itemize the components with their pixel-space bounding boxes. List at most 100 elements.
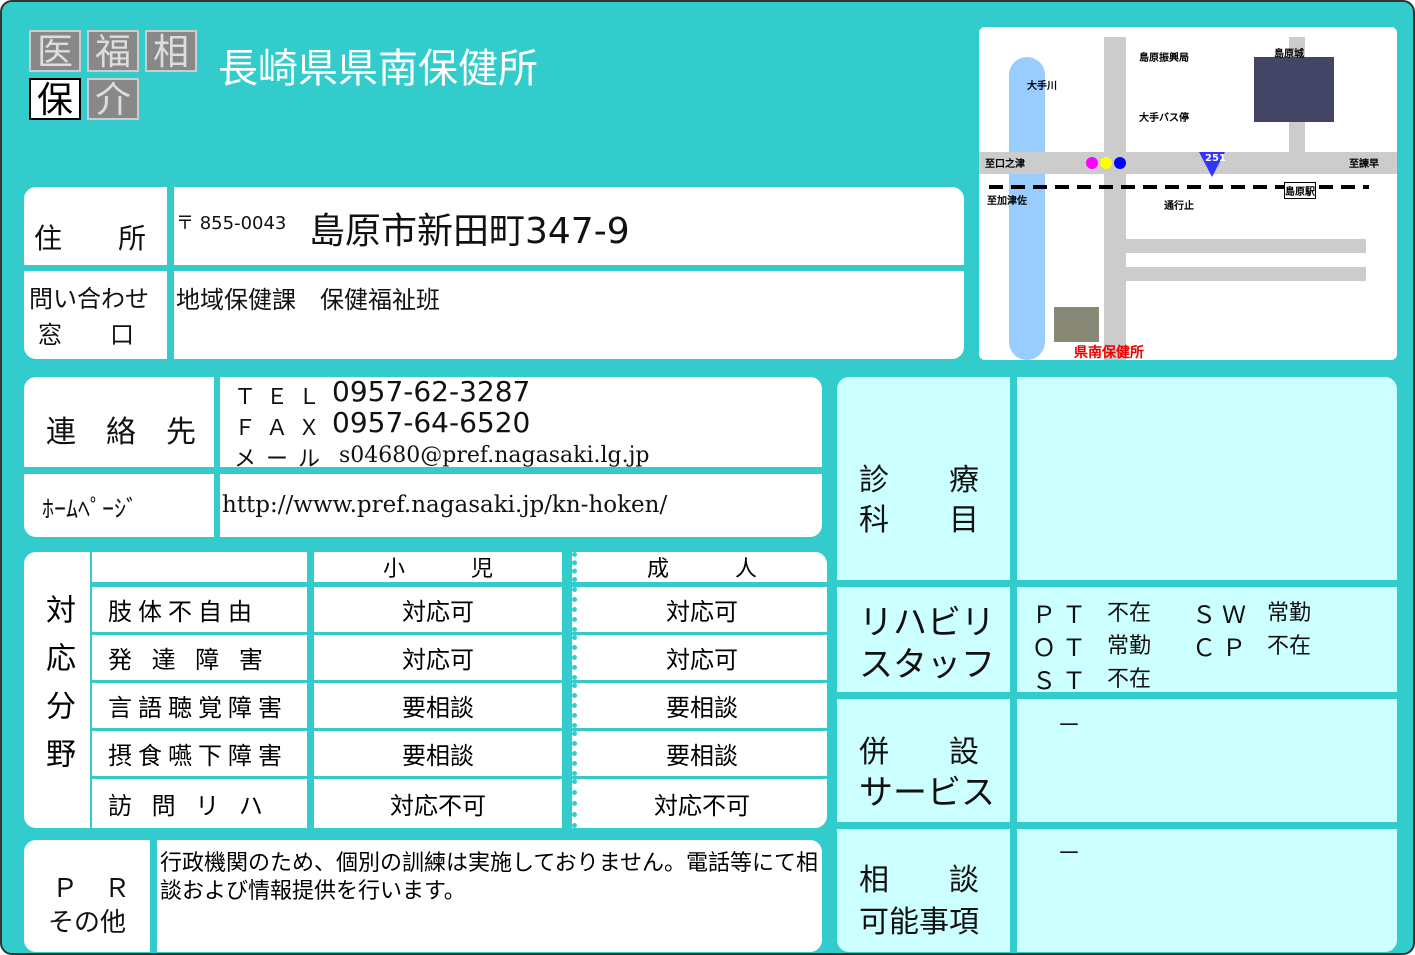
- map-label: 大手川: [1027, 81, 1057, 92]
- divider: [214, 377, 220, 537]
- building: [1054, 307, 1099, 342]
- departments-label: 科 目: [859, 503, 979, 538]
- map-label: 至口之津: [985, 159, 1025, 170]
- signal: [1114, 157, 1126, 169]
- staff-status: 常勤: [1107, 634, 1152, 659]
- map-label: 島原駅: [1284, 182, 1316, 199]
- pr-panel: Ｐ Ｒ その他 行政機関のため、個別の訓練は実施しておりません。電話等にて相談お…: [24, 840, 822, 952]
- services-label: サービス: [859, 773, 995, 813]
- staff-status: 不在: [1267, 634, 1312, 659]
- table-cell: 対応可: [572, 635, 827, 680]
- contact-line-label: メール: [234, 447, 331, 472]
- contact-line-label: ＴＥＬ: [234, 385, 331, 410]
- address-panel: 住 所 〒 855-0043 島原市新田町347-9 問い合わせ 窓 口 地域保…: [24, 187, 964, 359]
- staff-role: ＯＴ: [1032, 634, 1092, 662]
- staff-status: 常勤: [1267, 601, 1312, 626]
- table-cell: 要相談: [314, 731, 562, 776]
- table-cell: 訪 問 リ ハ: [92, 779, 307, 828]
- staff-role: ＣＰ: [1192, 634, 1252, 662]
- road: [1126, 267, 1366, 281]
- table-cell: 肢体不自由: [92, 587, 307, 632]
- route-sign: [1199, 152, 1225, 177]
- map-label: 通行止: [1164, 201, 1194, 212]
- staff-role: ＰＴ: [1032, 601, 1092, 629]
- map-label: 251: [1205, 153, 1226, 164]
- consult-label: 相 談: [859, 863, 979, 898]
- road: [1126, 239, 1366, 253]
- contact-line-value: 0957-64-6520: [332, 406, 531, 439]
- staff-role: ＳＴ: [1032, 667, 1092, 695]
- homepage-label: ﾎｰﾑﾍﾟｰｼﾞ: [42, 495, 138, 523]
- badge: 福: [87, 30, 139, 73]
- map-label: 大手バス停: [1139, 113, 1189, 124]
- table-cell: 摂食嚥下障害: [92, 731, 307, 776]
- column-header: [92, 552, 307, 582]
- departments-label: 診 療: [859, 463, 979, 498]
- map-label: 至加津佐: [987, 196, 1027, 207]
- contact-panel: 連 絡 先 ＴＥＬ 0957-62-3287 ＦＡＸ 0957-64-6520 メール s…: [24, 375, 822, 537]
- value-cell: [1017, 699, 1397, 822]
- divider: [24, 265, 964, 271]
- rehab-label: リハビリ: [859, 603, 995, 643]
- column-header: 小 児: [314, 552, 562, 582]
- label-cell: [837, 377, 1010, 580]
- value-cell: [1017, 829, 1397, 952]
- address-label: 住 所: [34, 222, 147, 255]
- inquiry-value: 地域保健課 保健福祉班: [176, 286, 440, 314]
- table-cell: 対応可: [314, 587, 562, 632]
- contact-line-value: 0957-62-3287: [332, 375, 531, 408]
- inquiry-label: 問い合わせ: [29, 285, 149, 313]
- pr-label: その他: [48, 908, 127, 938]
- rehab-staff: ＰＴ 不在 ＳＷ 常勤 ＯＴ 常勤 ＣＰ 不在 ＳＴ 不在: [1032, 595, 1392, 695]
- river: [1009, 57, 1045, 360]
- road: [979, 152, 1397, 174]
- table-cell: 言語聴覚障害: [92, 683, 307, 728]
- contact-line-label: ＦＡＸ: [234, 416, 331, 441]
- consult-value: －: [1057, 839, 1081, 867]
- staff-role: ＳＷ: [1192, 601, 1252, 629]
- right-panel: 診 療 科 目 リハビリ スタッフ ＰＴ 不在 ＳＷ 常勤 ＯＴ 常勤 ＣＰ 不在 ＳＴ 不在 併…: [837, 377, 1397, 952]
- map-label: 県南保健所: [1074, 345, 1144, 361]
- row-header: 対応分野: [24, 552, 90, 828]
- signal: [1100, 157, 1112, 169]
- label-cell: [837, 587, 1010, 692]
- title: 長崎県県南保健所: [218, 46, 538, 92]
- homepage-url: http://www.pref.nagasaki.jp/kn-hoken/: [222, 492, 668, 518]
- table-cell: 対応不可: [314, 779, 562, 828]
- badge: 相: [145, 30, 197, 73]
- table-cell: 要相談: [314, 683, 562, 728]
- address: 島原市新田町347-9: [309, 211, 630, 252]
- staff-status: 不在: [1107, 667, 1152, 692]
- divider: [150, 840, 157, 952]
- table-cell: 対応不可: [572, 779, 827, 828]
- map-label: 至諫早: [1349, 159, 1379, 170]
- table-body: 小 児成 人肢体不自由 対応可 対応可発 達 障 害対応可 対応可 言語聴覚障害 要相談要…: [24, 552, 827, 828]
- pr-text: 行政機関のため、個別の訓練は実施しておりません。電話等にて相談および情報提供を行…: [160, 851, 819, 904]
- value-cell: [1017, 377, 1397, 580]
- column-header: 成 人: [572, 552, 827, 582]
- table-cell: 対応可: [572, 587, 827, 632]
- signal: [1086, 157, 1098, 169]
- table-cell: 発 達 障 害: [92, 635, 307, 680]
- contact-label: 連 絡 先: [46, 415, 196, 450]
- road: [1104, 37, 1126, 360]
- staff-status: 不在: [1107, 601, 1152, 626]
- services-label: 併 設: [859, 735, 979, 770]
- value-cell: [1017, 587, 1397, 692]
- map-label: 島原振興局: [1139, 53, 1189, 64]
- pr-label: Ｐ Ｒ: [52, 874, 131, 904]
- label-cell: [837, 699, 1010, 822]
- support-table: 対応分野 小 児成 人肢体不自由 対応可 対応可発 達 障 害対応可 対応可 言語聴覚障…: [24, 552, 827, 828]
- divider: [167, 187, 174, 359]
- label-cell: [837, 829, 1010, 952]
- postal-code: 〒 855-0043: [176, 213, 287, 234]
- contact-line-value: s04680@pref.nagasaki.lg.jp: [339, 443, 650, 468]
- badges: 医福相保介: [29, 30, 209, 130]
- services-value: －: [1057, 711, 1081, 739]
- badge: 介: [87, 78, 139, 121]
- castle: [1254, 57, 1334, 122]
- badge: 保: [29, 78, 81, 121]
- rehab-label: スタッフ: [859, 645, 995, 685]
- consult-label: 可能事項: [859, 905, 979, 940]
